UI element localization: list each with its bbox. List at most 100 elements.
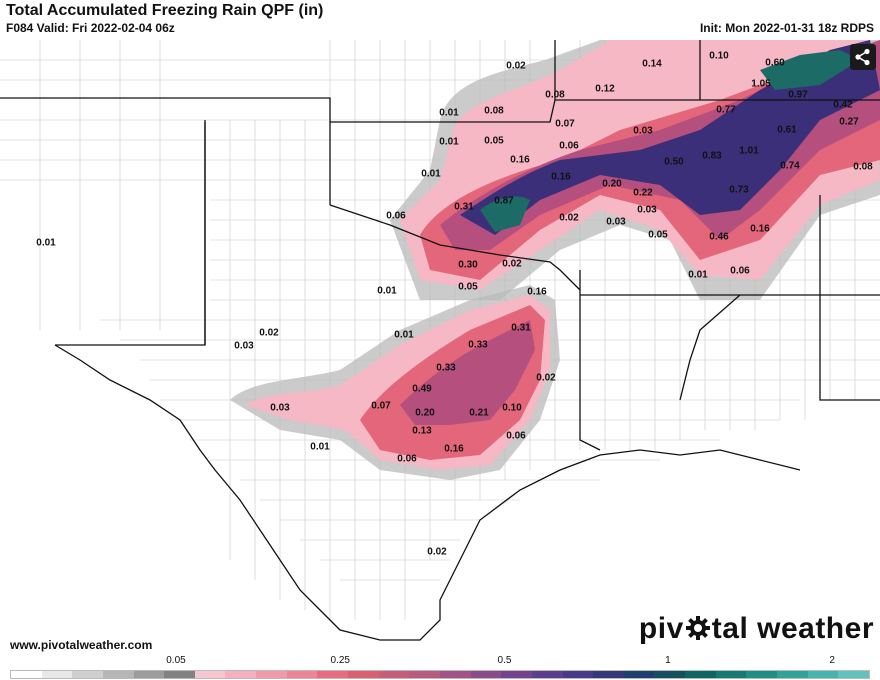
legend-swatch xyxy=(593,671,624,678)
qpf-value-label: 0.22 xyxy=(633,187,653,199)
qpf-value-label: 0.20 xyxy=(602,178,622,190)
legend-swatch xyxy=(654,671,686,678)
qpf-value-label: 0.87 xyxy=(494,195,514,207)
qpf-value-label: 0.02 xyxy=(259,327,279,339)
legend-tick-label: 1 xyxy=(665,655,671,666)
qpf-value-label: 0.03 xyxy=(270,402,290,414)
qpf-value-label: 0.01 xyxy=(36,237,56,249)
share-button[interactable] xyxy=(850,44,876,70)
map-area[interactable]: 0.02 0.14 0.10 0.60 1.05 0.97 0.42 0.27 0.08 0.12… xyxy=(0,38,880,654)
qpf-value-label: 1.05 xyxy=(751,78,771,90)
qpf-value-label: 0.31 xyxy=(454,201,474,213)
legend-swatch xyxy=(133,671,165,678)
qpf-value-label: 0.16 xyxy=(750,223,770,235)
qpf-value-label: 0.01 xyxy=(377,285,397,297)
legend-swatch xyxy=(501,671,532,678)
qpf-value-label: 0.01 xyxy=(394,329,414,341)
legend-swatch xyxy=(439,671,471,678)
legend-swatch xyxy=(562,671,594,678)
legend-swatch xyxy=(225,671,257,678)
brand-text-end: tal weather xyxy=(711,612,874,645)
qpf-value-label: 0.12 xyxy=(595,83,615,95)
qpf-value-label: 0.49 xyxy=(412,383,432,395)
map-title: Total Accumulated Freezing Rain QPF (in) xyxy=(6,2,324,19)
qpf-value-label: 0.60 xyxy=(765,57,785,69)
legend-swatch xyxy=(348,671,379,678)
qpf-value-label: 0.14 xyxy=(642,58,662,70)
qpf-value-label: 0.07 xyxy=(555,118,575,130)
qpf-value-label: 0.33 xyxy=(436,362,456,374)
qpf-value-label: 0.05 xyxy=(484,135,504,147)
qpf-value-label: 0.21 xyxy=(469,407,489,419)
qpf-shading xyxy=(230,40,880,480)
color-legend: 0.05 0.25 0.5 1 2 xyxy=(10,654,870,680)
qpf-value-label: 0.06 xyxy=(559,140,579,152)
qpf-value-label: 0.05 xyxy=(458,281,478,293)
legend-swatch xyxy=(317,671,349,678)
legend-swatch xyxy=(286,671,318,678)
legend-swatch xyxy=(807,671,839,678)
map-canvas xyxy=(0,40,880,641)
legend-swatch xyxy=(102,671,134,678)
qpf-value-label: 0.03 xyxy=(606,216,626,228)
legend-swatch xyxy=(72,671,103,678)
qpf-value-label: 0.03 xyxy=(234,340,254,352)
qpf-value-label: 0.10 xyxy=(709,50,729,62)
qpf-value-label: 0.08 xyxy=(853,161,873,173)
qpf-value-label: 0.07 xyxy=(371,400,391,412)
qpf-value-label: 0.05 xyxy=(648,229,668,241)
state-borders xyxy=(0,40,880,641)
qpf-value-label: 0.33 xyxy=(468,339,488,351)
legend-tick-label: 2 xyxy=(829,655,835,666)
legend-swatch xyxy=(777,671,808,678)
site-credit[interactable]: www.pivotalweather.com xyxy=(10,638,153,652)
legend-swatch xyxy=(623,671,655,678)
legend-swatch xyxy=(685,671,716,678)
valid-time: F084 Valid: Fri 2022-02-04 06z xyxy=(6,21,175,35)
legend-swatch xyxy=(838,671,869,678)
qpf-value-label: 0.06 xyxy=(386,210,406,222)
qpf-value-label: 0.13 xyxy=(412,425,432,437)
qpf-value-label: 0.01 xyxy=(310,441,330,453)
gear-icon xyxy=(685,616,710,640)
qpf-value-label: 0.01 xyxy=(439,107,459,119)
share-icon xyxy=(855,48,870,66)
qpf-value-label: 0.20 xyxy=(415,407,435,419)
qpf-value-label: 0.08 xyxy=(545,89,565,101)
legend-tick-label: 0.25 xyxy=(330,655,350,666)
legend-swatch xyxy=(164,671,195,678)
qpf-value-label: 0.27 xyxy=(839,116,859,128)
qpf-value-label: 0.97 xyxy=(788,89,808,101)
legend-swatch xyxy=(256,671,287,678)
qpf-value-label: 0.01 xyxy=(421,168,441,180)
qpf-value-label: 0.02 xyxy=(506,60,526,72)
legend-swatch xyxy=(378,671,410,678)
header: Total Accumulated Freezing Rain QPF (in)… xyxy=(0,0,880,38)
qpf-value-label: 0.83 xyxy=(702,150,722,162)
qpf-value-label: 0.02 xyxy=(536,372,556,384)
legend-swatch xyxy=(409,671,440,678)
qpf-value-label: 0.03 xyxy=(633,125,653,137)
qpf-value-label: 0.02 xyxy=(502,258,522,270)
qpf-value-label: 0.06 xyxy=(506,430,526,442)
qpf-value-label: 0.16 xyxy=(510,154,530,166)
legend-bar xyxy=(10,670,870,679)
qpf-value-label: 0.16 xyxy=(551,171,571,183)
legend-tick-label: 0.5 xyxy=(497,655,512,666)
qpf-value-label: 0.02 xyxy=(427,546,447,558)
qpf-value-label: 0.01 xyxy=(688,269,708,281)
init-time: Init: Mon 2022-01-31 18z RDPS xyxy=(699,21,874,35)
legend-swatch xyxy=(41,671,73,678)
qpf-value-label: 1.01 xyxy=(739,145,759,157)
qpf-value-label: 0.03 xyxy=(637,204,657,216)
legend-swatch xyxy=(470,671,502,678)
qpf-teal-north xyxy=(480,50,860,232)
qpf-value-label: 0.42 xyxy=(833,99,853,111)
qpf-value-label: 0.74 xyxy=(780,160,800,172)
qpf-value-label: 0.61 xyxy=(777,124,797,136)
legend-swatch xyxy=(11,671,42,678)
legend-swatch xyxy=(194,671,226,678)
legend-swatch xyxy=(531,671,563,678)
qpf-value-label: 0.31 xyxy=(511,322,531,334)
qpf-value-label: 0.08 xyxy=(484,105,504,117)
